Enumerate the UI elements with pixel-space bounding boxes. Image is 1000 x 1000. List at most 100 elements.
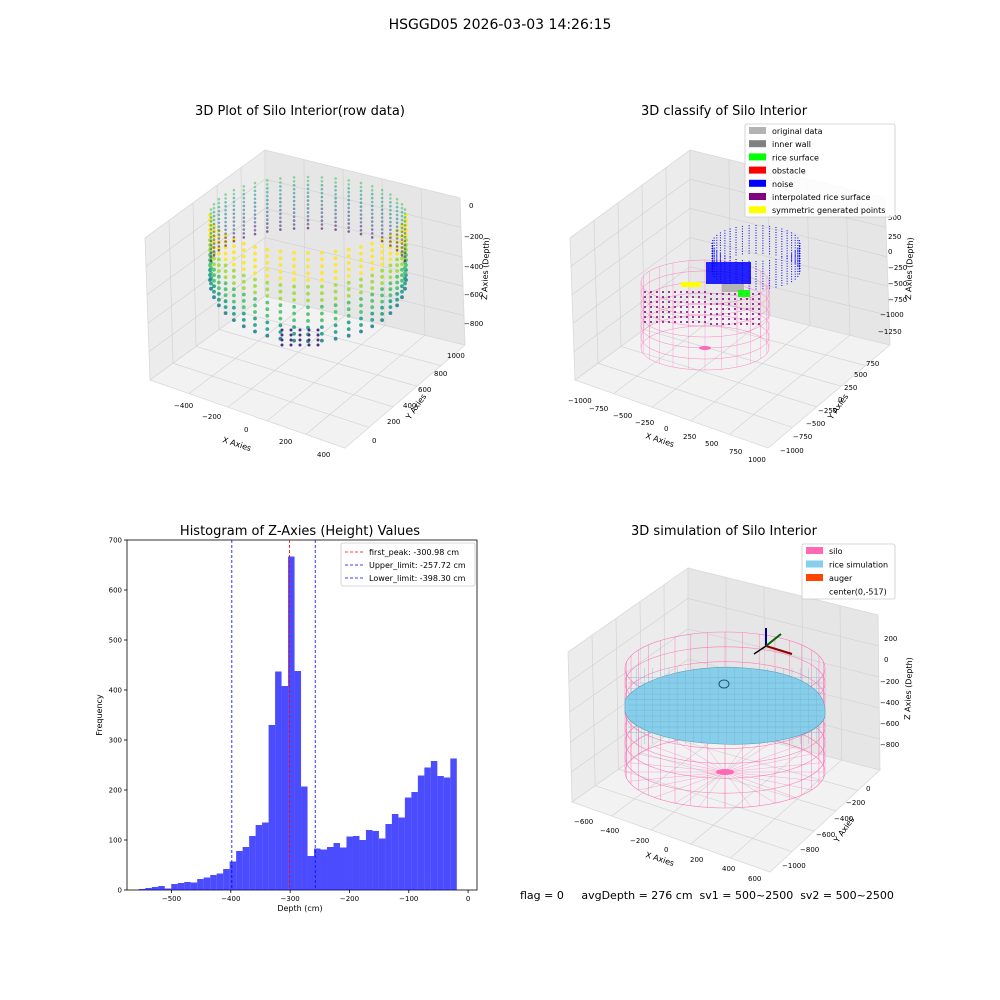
- scatter-point: [278, 303, 283, 308]
- scatter-point: [212, 242, 216, 245]
- scatter-point: [212, 238, 216, 241]
- scatter-point: [400, 203, 404, 206]
- interpolated-point: [644, 316, 646, 318]
- scatter-point: [370, 267, 375, 271]
- scatter-point: [279, 185, 282, 188]
- histogram-bar: [443, 777, 451, 890]
- scatter-point: [292, 227, 296, 230]
- p2-ytick: −250: [818, 407, 837, 415]
- interpolated-point: [728, 303, 730, 305]
- scatter-point: [217, 229, 221, 232]
- scatter-point: [232, 318, 236, 322]
- scatter-point: [265, 294, 270, 298]
- histogram-bar: [242, 847, 250, 890]
- scatter-point: [298, 333, 302, 337]
- interpolated-point: [662, 306, 664, 308]
- interpolated-point: [710, 303, 712, 305]
- scatter-point: [232, 305, 236, 310]
- p2-xtick: −750: [589, 405, 608, 413]
- gridline: [568, 598, 689, 683]
- scatter-point: [388, 287, 393, 292]
- scatter-point: [217, 249, 221, 252]
- p1-ztick: −200: [464, 233, 483, 241]
- interpolated-point: [668, 296, 670, 298]
- silo-floor-spoke: [724, 771, 776, 804]
- scatter-point: [333, 330, 338, 334]
- histogram-bar: [229, 861, 237, 890]
- scatter-point: [380, 192, 384, 196]
- scatter-point: [380, 236, 384, 239]
- legend-swatch: [749, 206, 766, 214]
- scatter-point: [333, 296, 338, 301]
- scatter-point: [400, 278, 404, 283]
- legend-swatch: [749, 153, 766, 161]
- scatter-point: [217, 251, 221, 256]
- histogram-bar: [288, 556, 295, 890]
- gridline: [192, 202, 197, 347]
- scatter-point: [266, 183, 269, 186]
- interpolated-point: [740, 323, 742, 325]
- scatter-point: [359, 329, 363, 334]
- panel3-title: Histogram of Z-Axies (Height) Values: [179, 524, 421, 539]
- histogram-bar: [385, 824, 392, 890]
- scatter-point: [395, 197, 399, 201]
- p2-ztick: −250: [888, 264, 907, 272]
- scatter-point: [333, 310, 338, 314]
- gridline: [689, 208, 888, 258]
- scatter-point: [389, 204, 392, 208]
- interpolated-point: [704, 301, 706, 303]
- scatter-point: [380, 318, 384, 322]
- scatter-point: [242, 185, 246, 188]
- scatter-point: [388, 293, 393, 298]
- gridline: [264, 266, 465, 316]
- interpolated-point: [686, 301, 688, 303]
- scatter-point: [224, 228, 227, 232]
- scatter-point: [292, 291, 296, 296]
- legend-swatch: [806, 574, 823, 581]
- scatter-point: [279, 212, 282, 216]
- rice-marker: [718, 679, 730, 689]
- scatter-point: [388, 299, 393, 304]
- scatter-point: [370, 318, 375, 322]
- scatter-point: [232, 293, 236, 298]
- p2-ztick: 250: [888, 233, 901, 241]
- scatter-point: [395, 237, 399, 240]
- interpolated-point: [656, 296, 658, 298]
- scatter-point: [395, 269, 399, 273]
- histogram-bar: [255, 825, 263, 890]
- histogram-bar: [171, 884, 178, 890]
- scatter-point: [403, 224, 407, 227]
- interpolated-point: [698, 296, 700, 298]
- scatter-point: [316, 338, 320, 342]
- scatter-point: [278, 263, 283, 267]
- legend-swatch: [749, 127, 766, 134]
- scatter-point: [400, 267, 404, 272]
- scatter-point: [266, 179, 269, 182]
- interpolated-point: [692, 296, 694, 298]
- scatter-point: [380, 305, 384, 310]
- gridline: [730, 759, 842, 859]
- scatter-point: [266, 194, 269, 198]
- scatter-point: [265, 313, 270, 318]
- legend-swatch: [749, 179, 766, 187]
- silo-floor-spoke: [724, 740, 776, 773]
- interpolated-point: [650, 296, 652, 298]
- scatter-point: [306, 251, 310, 255]
- p4-xlabel: X Axies: [644, 850, 675, 868]
- scatter-point: [280, 343, 284, 347]
- scatter-point: [320, 250, 324, 255]
- histogram-bar: [398, 817, 405, 890]
- scatter-point: [223, 275, 228, 280]
- noise-cluster: [706, 262, 751, 284]
- scatter-point: [209, 227, 213, 231]
- scatter-point: [217, 225, 221, 228]
- scatter-point: [241, 292, 246, 297]
- scatter-point: [217, 205, 221, 209]
- scatter-point: [370, 208, 374, 212]
- scatter-point: [209, 239, 213, 243]
- scatter-point: [208, 273, 212, 277]
- scatter-point: [359, 251, 363, 256]
- interpolated-point: [668, 301, 670, 303]
- p1-zlabel: Z Axies (Depth): [480, 237, 491, 300]
- interpolated-point: [692, 291, 694, 293]
